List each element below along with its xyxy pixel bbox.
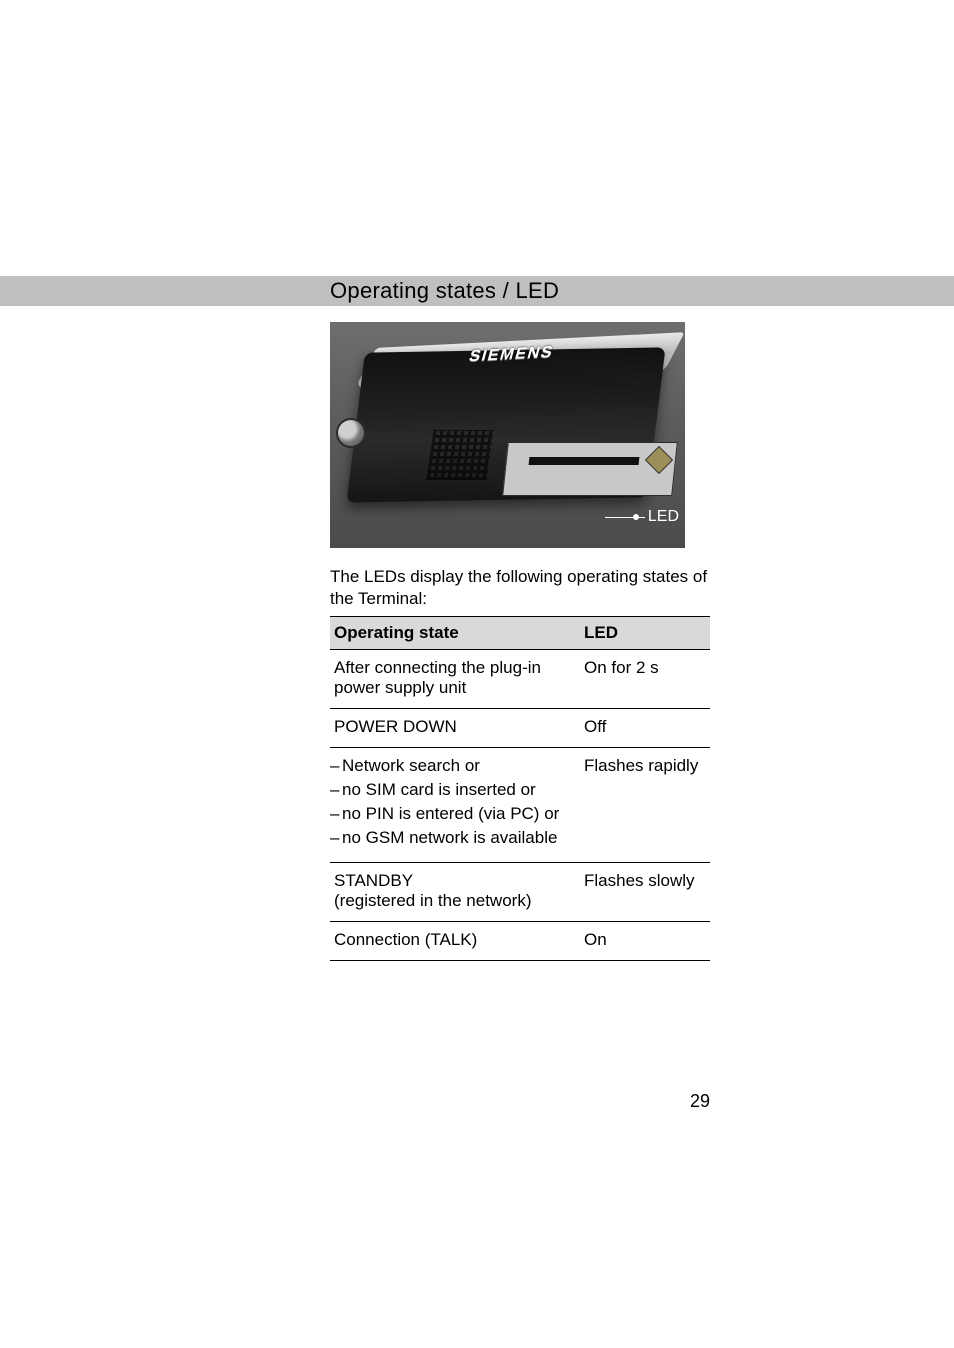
vent-grid-icon [426,430,493,480]
state-text: no PIN is entered (via PC) or [342,804,559,824]
column-header-led: LED [580,617,710,649]
cell-led: Off [580,717,710,737]
cell-led: Flashes slowly [580,871,710,911]
sim-slot-icon [529,457,640,465]
operating-states-table: Operating state LED After connecting the… [330,616,710,961]
state-text: STANDBY [334,871,576,891]
state-text: (registered in the network) [334,891,576,911]
sim-cover-plate [502,442,678,496]
state-text: no SIM card is inserted or [342,780,536,800]
led-callout-label: LED [648,508,679,526]
cell-operating-state: STANDBY (registered in the network) [330,871,580,911]
table-header-row: Operating state LED [330,616,710,650]
page-number: 29 [690,1091,710,1112]
cell-led: Flashes rapidly [580,756,710,852]
cell-operating-state: POWER DOWN [330,717,580,737]
cell-operating-state: – Network search or – no SIM card is ins… [330,756,580,852]
column-header-operating-state: Operating state [330,617,580,649]
cell-operating-state: After connecting the plug-in power suppl… [330,658,580,698]
product-image: SIEMENS LED [330,322,685,548]
cell-led: On for 2 s [580,658,710,698]
table-row: POWER DOWN Off [330,709,710,748]
caption-text: The LEDs display the following operating… [330,566,710,610]
table-row: – Network search or – no SIM card is ins… [330,748,710,863]
page-title: Operating states / LED [330,276,559,306]
state-text: no GSM network is available [342,828,557,848]
cell-operating-state: Connection (TALK) [330,930,580,950]
table-row: After connecting the plug-in power suppl… [330,650,710,709]
dash-icon: – [330,756,342,776]
cell-led: On [580,930,710,950]
dash-icon: – [330,780,342,800]
table-row: STANDBY (registered in the network) Flas… [330,863,710,922]
dash-icon: – [330,828,342,848]
state-text: Network search or [342,756,480,776]
antenna-connector-icon [338,420,364,446]
table-row: Connection (TALK) On [330,922,710,961]
dash-icon: – [330,804,342,824]
led-callout-line [605,517,645,518]
